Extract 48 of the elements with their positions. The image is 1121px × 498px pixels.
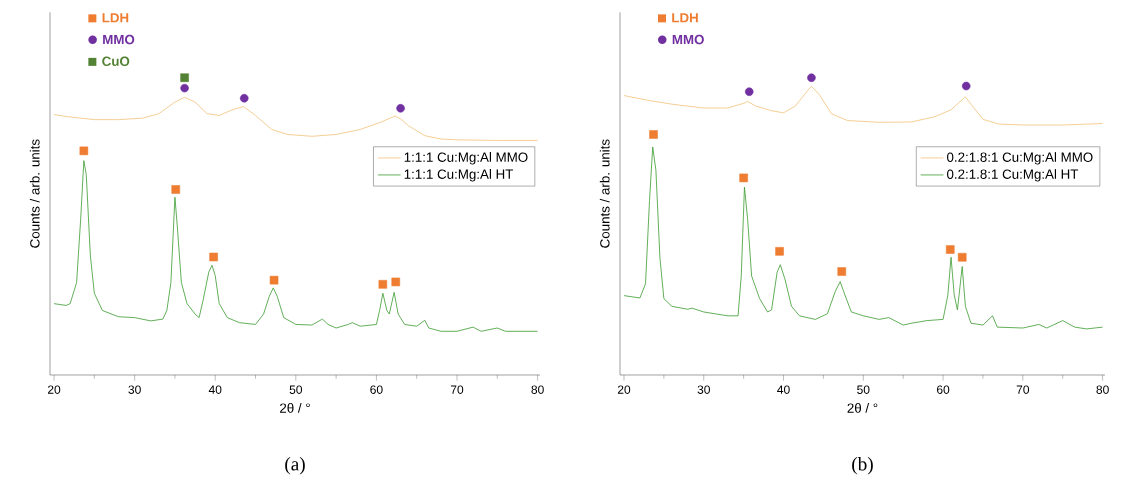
point <box>239 93 249 103</box>
legend-label: 0.2:1.8:1 Cu:Mg:Al HT <box>947 169 1079 182</box>
point <box>209 252 218 262</box>
point <box>396 104 405 113</box>
x-tick-label: 20 <box>47 385 61 394</box>
legend-label: LDH <box>672 13 698 23</box>
x-tick-label: 50 <box>857 385 870 394</box>
point <box>171 185 181 194</box>
point <box>269 275 279 285</box>
legend-label: LDH <box>102 13 129 23</box>
point <box>739 173 748 183</box>
legend-label: MMO <box>103 34 135 45</box>
legend-label: 0.2:1.8:1 Cu:Mg:Al MMO <box>947 152 1093 165</box>
x-tick-label: 60 <box>370 385 383 394</box>
point <box>79 146 89 156</box>
x-tick-label: 80 <box>1096 385 1109 394</box>
x-tick-label: 70 <box>450 385 464 394</box>
legend-label: CuO <box>102 56 130 66</box>
x-tick-label: 50 <box>289 385 303 394</box>
point <box>649 130 658 139</box>
x-tick-label: 40 <box>777 385 790 394</box>
text: (a) <box>285 457 305 475</box>
point <box>180 83 189 93</box>
x-tick-label: 60 <box>937 385 950 394</box>
point <box>180 73 189 82</box>
y-axis-title: Counts / arb. units <box>599 139 610 248</box>
point <box>391 277 401 287</box>
x-tick-label: 40 <box>208 385 222 394</box>
point <box>837 267 847 276</box>
point <box>744 87 754 96</box>
x-tick-label: 70 <box>1016 385 1030 394</box>
legend-label: 1:1:1 Cu:Mg:Al HT <box>404 169 514 182</box>
x-axis-title: 2θ / ° <box>280 403 310 413</box>
point <box>957 253 967 262</box>
point <box>945 245 955 254</box>
x-tick-label: 30 <box>128 385 141 394</box>
x-tick-label: 30 <box>697 385 710 394</box>
x-axis-title: 2θ / ° <box>847 403 878 413</box>
legend-label: 1:1:1 Cu:Mg:Al MMO <box>404 152 528 165</box>
x-tick-label: 20 <box>617 385 631 394</box>
y-axis-title: Counts / arb. units <box>29 139 40 248</box>
point <box>775 247 784 256</box>
point <box>378 280 388 289</box>
x-tick-label: 80 <box>531 385 544 394</box>
legend-label: MMO <box>672 34 704 45</box>
point <box>807 73 816 82</box>
point <box>961 81 971 91</box>
text: (b) <box>852 457 873 475</box>
